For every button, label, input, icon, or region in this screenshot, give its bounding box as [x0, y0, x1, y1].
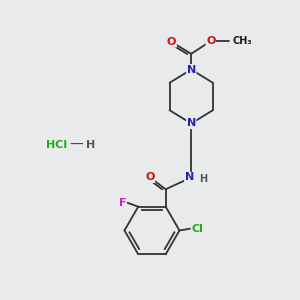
Text: CH₃: CH₃	[232, 36, 252, 46]
Text: HCl: HCl	[46, 140, 67, 150]
Text: O: O	[206, 36, 215, 46]
Text: Cl: Cl	[191, 224, 203, 233]
Text: O: O	[145, 172, 155, 182]
Text: H: H	[86, 140, 96, 150]
Text: N: N	[187, 64, 196, 74]
Text: N: N	[187, 118, 196, 128]
Text: F: F	[119, 198, 126, 208]
Text: H: H	[199, 174, 207, 184]
Text: N: N	[184, 172, 194, 182]
Text: O: O	[167, 37, 176, 47]
Text: —: —	[70, 138, 83, 152]
